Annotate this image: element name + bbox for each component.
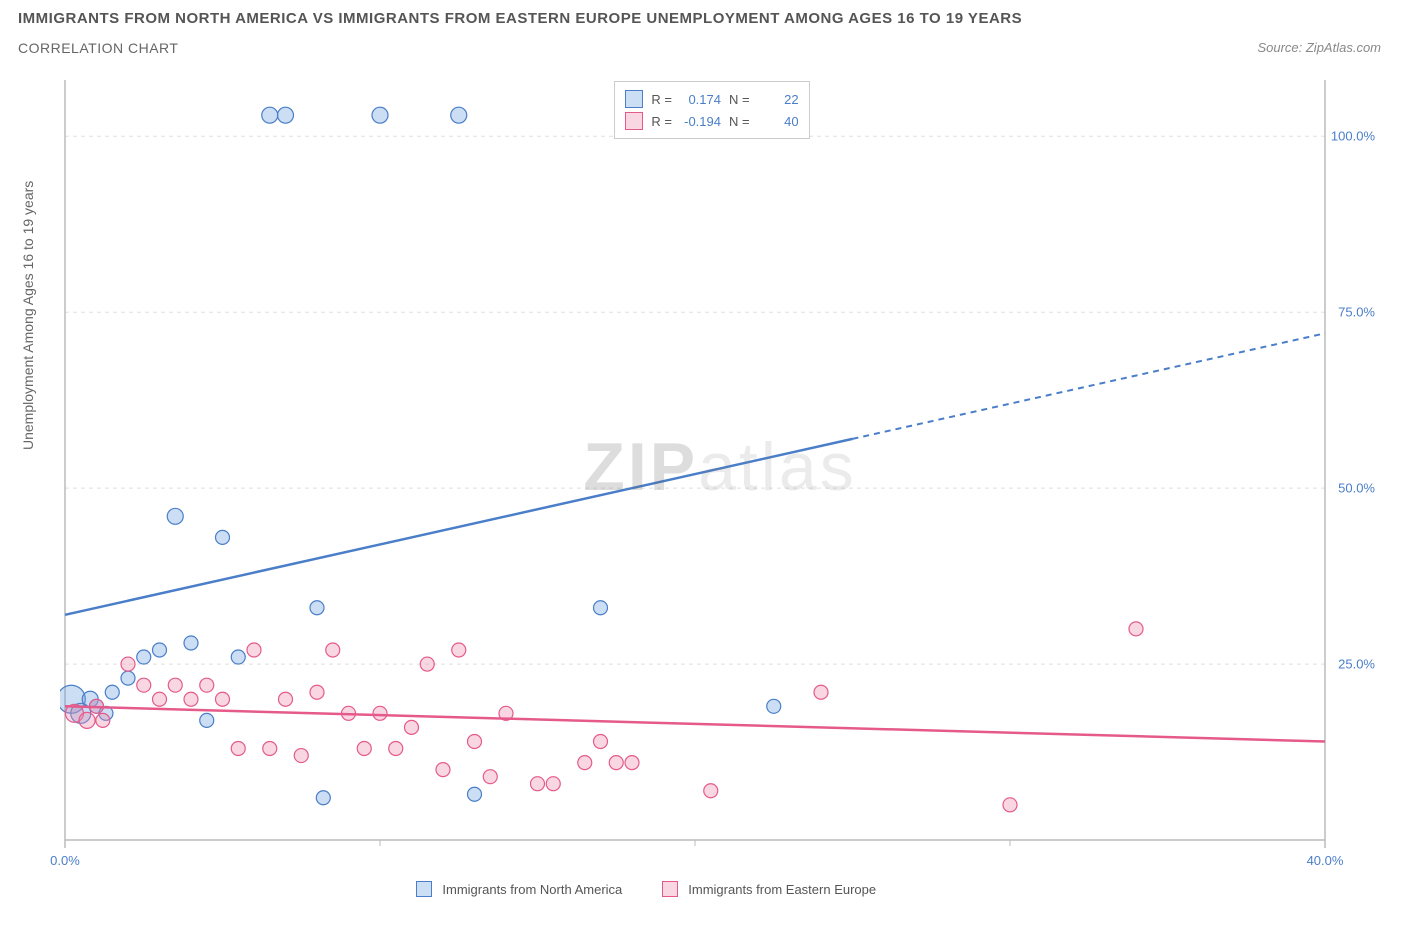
x-tick-label: 0.0% xyxy=(50,853,80,868)
data-point xyxy=(1003,798,1017,812)
trend-line xyxy=(65,706,1325,741)
data-point xyxy=(310,685,324,699)
trend-line xyxy=(65,439,853,615)
y-tick-label: 25.0% xyxy=(1338,657,1375,672)
data-point xyxy=(594,601,608,615)
data-point xyxy=(279,692,293,706)
scatter-plot xyxy=(60,75,1380,875)
chart-area: ZIPatlas R = 0.174 N = 22 R = -0.194 N =… xyxy=(60,75,1380,875)
data-point xyxy=(262,107,278,123)
data-point xyxy=(468,787,482,801)
legend-swatch xyxy=(625,112,643,130)
data-point xyxy=(278,107,294,123)
data-point xyxy=(231,742,245,756)
data-point xyxy=(153,643,167,657)
legend-row: R = 0.174 N = 22 xyxy=(625,88,798,110)
legend-n: N = 22 xyxy=(729,92,799,107)
data-point xyxy=(216,692,230,706)
data-point xyxy=(405,720,419,734)
chart-title: IMMIGRANTS FROM NORTH AMERICA VS IMMIGRA… xyxy=(18,10,1022,27)
data-point xyxy=(216,530,230,544)
data-point xyxy=(357,742,371,756)
data-point xyxy=(767,699,781,713)
data-point xyxy=(137,650,151,664)
data-point xyxy=(578,756,592,770)
data-point xyxy=(704,784,718,798)
data-point xyxy=(310,601,324,615)
data-point xyxy=(184,636,198,650)
legend-series-label: Immigrants from Eastern Europe xyxy=(688,882,876,897)
data-point xyxy=(231,650,245,664)
data-point xyxy=(96,713,110,727)
legend-swatch xyxy=(662,881,678,897)
data-point xyxy=(373,706,387,720)
data-point xyxy=(389,742,403,756)
data-point xyxy=(452,643,466,657)
source-label: Source: ZipAtlas.com xyxy=(1257,40,1381,55)
data-point xyxy=(184,692,198,706)
data-point xyxy=(420,657,434,671)
data-point xyxy=(105,685,119,699)
legend-swatch xyxy=(625,90,643,108)
data-point xyxy=(137,678,151,692)
data-point xyxy=(200,713,214,727)
chart-subtitle: CORRELATION CHART xyxy=(18,40,178,56)
y-axis-label: Unemployment Among Ages 16 to 19 years xyxy=(20,181,36,450)
data-point xyxy=(609,756,623,770)
data-point xyxy=(594,734,608,748)
correlation-legend: R = 0.174 N = 22 R = -0.194 N = 40 xyxy=(614,81,809,139)
data-point xyxy=(168,678,182,692)
data-point xyxy=(483,770,497,784)
data-point xyxy=(294,749,308,763)
series-legend: Immigrants from North America Immigrants … xyxy=(416,881,906,897)
data-point xyxy=(451,107,467,123)
data-point xyxy=(531,777,545,791)
data-point xyxy=(326,643,340,657)
y-tick-label: 75.0% xyxy=(1338,305,1375,320)
data-point xyxy=(436,763,450,777)
data-point xyxy=(153,692,167,706)
y-tick-label: 50.0% xyxy=(1338,481,1375,496)
data-point xyxy=(372,107,388,123)
data-point xyxy=(546,777,560,791)
data-point xyxy=(263,742,277,756)
legend-n: N = 40 xyxy=(729,114,799,129)
x-tick-label: 40.0% xyxy=(1307,853,1344,868)
data-point xyxy=(316,791,330,805)
legend-series-label: Immigrants from North America xyxy=(442,882,622,897)
data-point xyxy=(814,685,828,699)
data-point xyxy=(1129,622,1143,636)
data-point xyxy=(121,657,135,671)
data-point xyxy=(167,508,183,524)
legend-swatch xyxy=(416,881,432,897)
data-point xyxy=(247,643,261,657)
data-point xyxy=(200,678,214,692)
data-point xyxy=(121,671,135,685)
data-point xyxy=(79,712,95,728)
legend-r: R = 0.174 xyxy=(651,92,721,107)
y-tick-label: 100.0% xyxy=(1331,129,1375,144)
legend-row: R = -0.194 N = 40 xyxy=(625,110,798,132)
legend-r: R = -0.194 xyxy=(651,114,721,129)
data-point xyxy=(625,756,639,770)
trend-line-dashed xyxy=(853,333,1326,439)
data-point xyxy=(468,734,482,748)
